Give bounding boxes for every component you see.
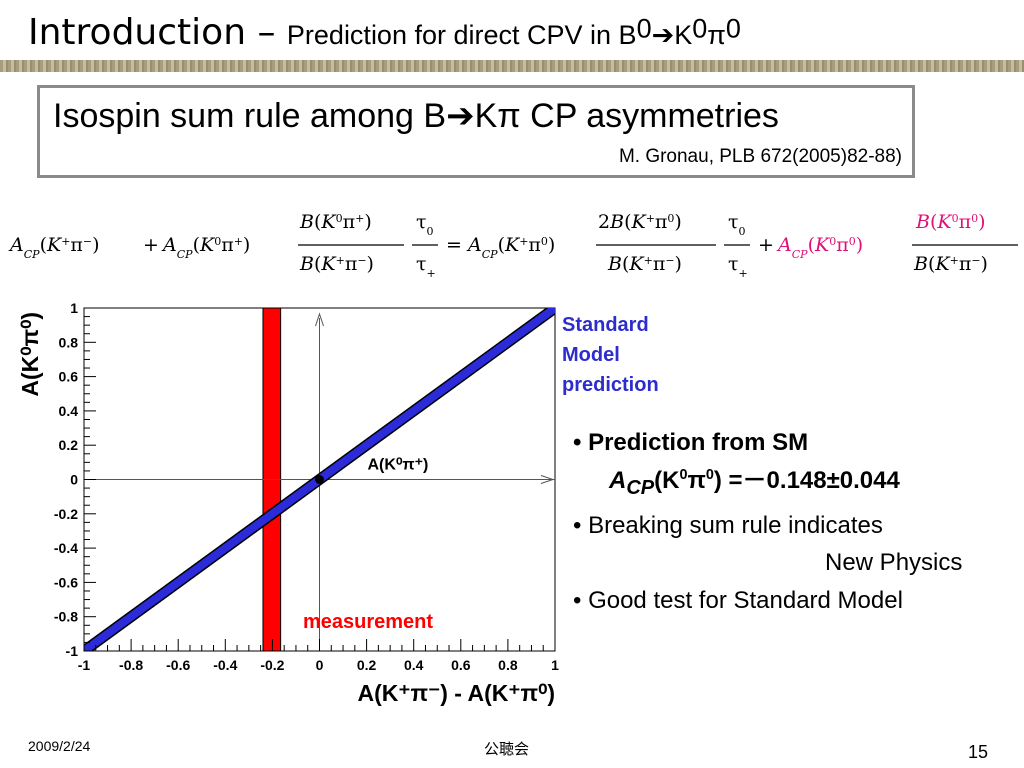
- x-tick-label: -0.4: [213, 657, 237, 673]
- y-tick-label: 0: [70, 472, 78, 488]
- equation-term: ACP(K+π0): [466, 234, 555, 261]
- reference-point: [315, 475, 324, 484]
- equation-term: ACP(K+π−): [8, 234, 100, 261]
- equation-term: ACP(K0π+): [161, 234, 250, 261]
- y-tick-label: -0.6: [54, 574, 78, 590]
- bullet-list: • Prediction from SM ACP(K0π0) =－0.148±0…: [573, 424, 962, 619]
- title-pi: π: [707, 20, 726, 50]
- bullet-prediction: • Prediction from SM: [573, 429, 809, 456]
- y-tick-label: -0.4: [54, 540, 78, 556]
- acp-subscript: CP: [626, 476, 655, 499]
- title-divider: [0, 60, 1024, 72]
- equation-term: B(K0π+): [299, 211, 372, 233]
- y-tick-label: 1: [70, 300, 78, 316]
- x-tick-label: -0.2: [260, 657, 284, 673]
- equation-term: τ0: [728, 211, 746, 238]
- acp-symbol: A: [609, 466, 627, 494]
- y-tick-label: -0.8: [54, 609, 78, 625]
- x-tick-label: -1: [78, 657, 91, 673]
- y-axis-label: A(K⁰π⁰): [17, 312, 43, 397]
- y-tick-label: -0.2: [54, 506, 78, 522]
- x-tick-label: -0.6: [166, 657, 190, 673]
- equation-term: B(K+π−): [913, 253, 988, 275]
- equation-term: =: [446, 234, 462, 256]
- x-axis-label: A(K⁺π⁻) - A(K⁺π⁰): [357, 680, 555, 706]
- x-tick-label: -0.8: [119, 657, 143, 673]
- x-tick-label: 0.6: [451, 657, 471, 673]
- title-sup: 0: [692, 13, 708, 44]
- arrow-right-icon: [540, 475, 555, 484]
- arrow-up-icon: [315, 312, 324, 327]
- x-tick-label: 0.8: [498, 657, 518, 673]
- value-sup: 0: [705, 466, 714, 483]
- equation-term: B(K+π−): [299, 253, 374, 275]
- sm-label-line: Standard: [562, 314, 649, 336]
- slide-title: Introduction – Prediction for direct CPV…: [28, 12, 741, 53]
- highlighted-term: B(K0π0): [915, 211, 986, 233]
- title-k: K: [674, 20, 693, 50]
- y-tick-label: 0.8: [59, 334, 79, 350]
- title-sup: 0: [725, 13, 741, 44]
- arrow-icon: ➔: [446, 97, 475, 135]
- sum-rule-box: Isospin sum rule among B➔Kπ CP asymmetri…: [37, 85, 915, 178]
- value-sup: 0: [679, 466, 688, 483]
- equation-term: +: [143, 234, 159, 256]
- equation-term: 2B(K+π0): [598, 211, 682, 233]
- highlighted-term: ACP(K0π0): [776, 234, 863, 261]
- page-number: 15: [968, 742, 989, 762]
- sum-rule-equation: ACP(K+π−) + ACP(K0π+)B(K0π+)B(K+π−)τ0τ+= AC…: [8, 211, 1018, 280]
- title-subtitle: Prediction for direct CPV in B: [286, 20, 637, 50]
- arrow-icon: ➔: [651, 20, 675, 50]
- equation-term: +: [758, 234, 774, 256]
- x-tick-label: 0.4: [404, 657, 424, 673]
- value-part: (K: [654, 466, 680, 494]
- measurement-label: measurement: [303, 611, 433, 633]
- sum-rule-title-text: Kπ CP asymmetries: [474, 97, 779, 135]
- equation-term: B(K+π−): [607, 253, 682, 275]
- y-tick-label: -1: [66, 643, 79, 659]
- equation-term: τ0: [416, 211, 434, 238]
- value-part: π: [687, 466, 706, 494]
- bullet-breaking: • Breaking sum rule indicates: [573, 511, 883, 539]
- footer-center: 公聴会: [484, 740, 530, 758]
- citation: M. Gronau, PLB 672(2005)82-88): [618, 146, 902, 167]
- sum-rule-title: Isospin sum rule among B➔Kπ CP asymmetri…: [53, 96, 779, 136]
- sm-prediction-label: Standard Model prediction: [562, 310, 659, 400]
- title-dash: –: [246, 12, 287, 53]
- sm-label-line: prediction: [562, 374, 659, 396]
- sm-label-line: Model: [562, 344, 620, 366]
- equation-term: τ+: [416, 253, 436, 280]
- bullet-good-test: • Good test for Standard Model: [573, 586, 903, 614]
- y-tick-label: 0.6: [59, 369, 79, 385]
- y-tick-label: 0.4: [59, 403, 79, 419]
- x-tick-label: 0: [316, 657, 324, 673]
- x-tick-label: 1: [551, 657, 559, 673]
- reference-point-label: A(K⁰π⁺): [368, 457, 429, 474]
- title-main: Introduction: [28, 12, 247, 53]
- prediction-value: ) =－0.148±0.044: [713, 466, 900, 494]
- bullet-prediction-value: ACP(K0π0) =－0.148±0.044: [573, 462, 962, 507]
- x-tick-label: 0.2: [357, 657, 377, 673]
- chart: A(K⁰π⁺) measurement -1 -0.8 -0.6 -0.4 -0.2 0 0.2…: [17, 300, 559, 706]
- bullet-breaking-cont: New Physics: [825, 549, 963, 577]
- footer-date: 2009/2/24: [28, 738, 91, 754]
- title-sup: 0: [636, 13, 652, 44]
- y-tick-label: 0.2: [59, 437, 79, 453]
- sum-rule-title-text: Isospin sum rule among B: [53, 97, 447, 135]
- equation-term: τ+: [728, 253, 748, 280]
